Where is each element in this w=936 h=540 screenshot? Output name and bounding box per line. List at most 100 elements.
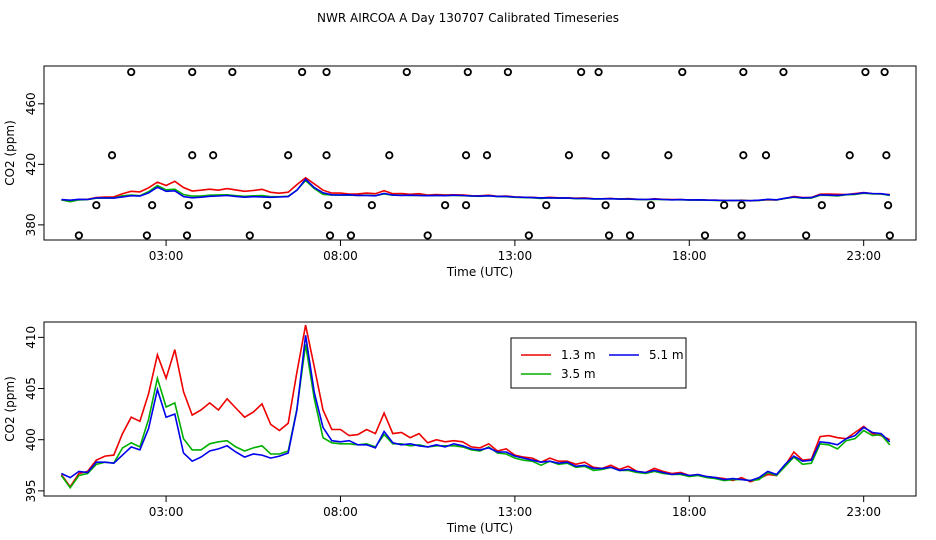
reference-point	[284, 151, 293, 160]
reference-point	[524, 231, 533, 240]
reference-point	[880, 67, 889, 77]
top-series-line-35m	[61, 179, 890, 203]
reference-point	[503, 67, 513, 77]
top-x-tick-label: 23:00	[846, 249, 881, 263]
reference-point	[604, 231, 614, 240]
reference-point	[817, 201, 826, 210]
reference-point	[298, 67, 307, 77]
page-title: NWR AIRCOA A Day 130707 Calibrated Times…	[317, 11, 619, 25]
reference-point	[861, 67, 870, 77]
top-y-axis-label: CO2 (ppm)	[3, 120, 17, 186]
reference-point	[577, 67, 586, 77]
top-y-tick-label: 380	[24, 213, 38, 236]
reference-point	[664, 151, 673, 160]
top-x-tick-label: 03:00	[149, 249, 184, 263]
reference-point	[737, 231, 746, 240]
reference-point	[845, 151, 854, 160]
reference-point	[92, 201, 101, 210]
series-line-13m	[60, 324, 891, 489]
reference-point	[461, 201, 471, 210]
top-x-tick-label: 13:00	[498, 249, 533, 263]
series-line-35m	[60, 344, 891, 490]
legend: 1.3 m 5.1 m 3.5 m	[510, 337, 687, 389]
reference-point	[107, 151, 117, 160]
bottom-x-tick-label: 03:00	[149, 505, 184, 519]
reference-point	[188, 151, 197, 160]
reference-point	[324, 201, 333, 210]
top-y-tick-label: 420	[24, 153, 38, 176]
bottom-x-tick-label: 13:00	[498, 505, 533, 519]
reference-point	[325, 231, 335, 240]
bottom-x-tick-label: 23:00	[846, 505, 881, 519]
reference-point	[594, 67, 603, 77]
top-x-tick-label: 08:00	[323, 249, 358, 263]
bottom-y-tick-label: 410	[24, 326, 38, 349]
top-y-tick-label: 460	[24, 92, 38, 115]
reference-point	[423, 231, 432, 240]
reference-point	[700, 231, 710, 240]
bottom-x-tick-label: 08:00	[323, 505, 358, 519]
legend-label: 5.1 m	[649, 348, 684, 362]
series-line-51m	[61, 335, 891, 482]
reference-point	[463, 67, 472, 77]
bottom-y-axis-label: CO2 (ppm)	[3, 376, 17, 442]
top-series-line-13m	[61, 176, 890, 203]
top-series-line-51m	[61, 178, 890, 202]
reference-point	[402, 67, 411, 77]
top-series-group	[61, 176, 890, 203]
bottom-plot-frame	[43, 321, 917, 497]
reference-point	[625, 231, 635, 240]
reference-point	[646, 201, 656, 210]
reference-point	[720, 201, 729, 210]
top-plot-frame	[43, 65, 917, 241]
reference-point	[346, 231, 356, 240]
reference-point	[228, 67, 237, 77]
reference-point	[322, 67, 331, 77]
reference-point	[739, 151, 748, 160]
reference-point	[461, 151, 471, 160]
reference-point	[127, 67, 136, 77]
reference-point	[245, 231, 254, 240]
reference-point	[182, 231, 192, 240]
top-panel: 03:00 08:00 13:00 18:00 23:00 380 420 460 Time (…	[3, 65, 917, 279]
legend-label: 3.5 m	[561, 367, 596, 381]
bottom-y-tick-label: 400	[24, 428, 38, 451]
bottom-y-tick-label: 405	[24, 377, 38, 400]
reference-point	[385, 151, 394, 160]
reference-point	[263, 201, 272, 210]
reference-point	[184, 201, 193, 210]
reference-point	[737, 201, 746, 210]
reference-point	[542, 201, 551, 210]
reference-point	[761, 151, 771, 160]
reference-point	[482, 151, 492, 160]
bottom-series-group	[60, 324, 891, 490]
legend-label: 1.3 m	[561, 348, 596, 362]
reference-point	[188, 67, 197, 77]
reference-point	[601, 151, 610, 160]
reference-point	[74, 231, 83, 240]
reference-point	[802, 231, 811, 240]
reference-point	[883, 201, 893, 210]
reference-point	[142, 231, 151, 240]
bottom-x-axis-label: Time (UTC)	[446, 521, 513, 535]
legend-box	[510, 337, 687, 389]
reference-point	[322, 151, 331, 160]
reference-point	[441, 201, 450, 210]
reference-point	[678, 67, 687, 77]
reference-point	[885, 231, 894, 240]
bottom-x-tick-label: 18:00	[672, 505, 707, 519]
reference-point	[148, 201, 157, 210]
reference-point	[367, 201, 376, 210]
reference-point	[739, 67, 748, 77]
top-x-axis-label: Time (UTC)	[446, 265, 513, 279]
bottom-panel: 03:00 08:00 13:00 18:00 23:00 395 400 405 410 Tim…	[3, 321, 917, 535]
reference-point	[882, 151, 891, 160]
bottom-y-tick-label: 395	[24, 479, 38, 502]
top-x-tick-label: 18:00	[672, 249, 707, 263]
reference-point	[779, 67, 788, 77]
reference-point	[601, 201, 610, 210]
reference-point	[564, 151, 574, 160]
reference-point	[209, 151, 218, 160]
